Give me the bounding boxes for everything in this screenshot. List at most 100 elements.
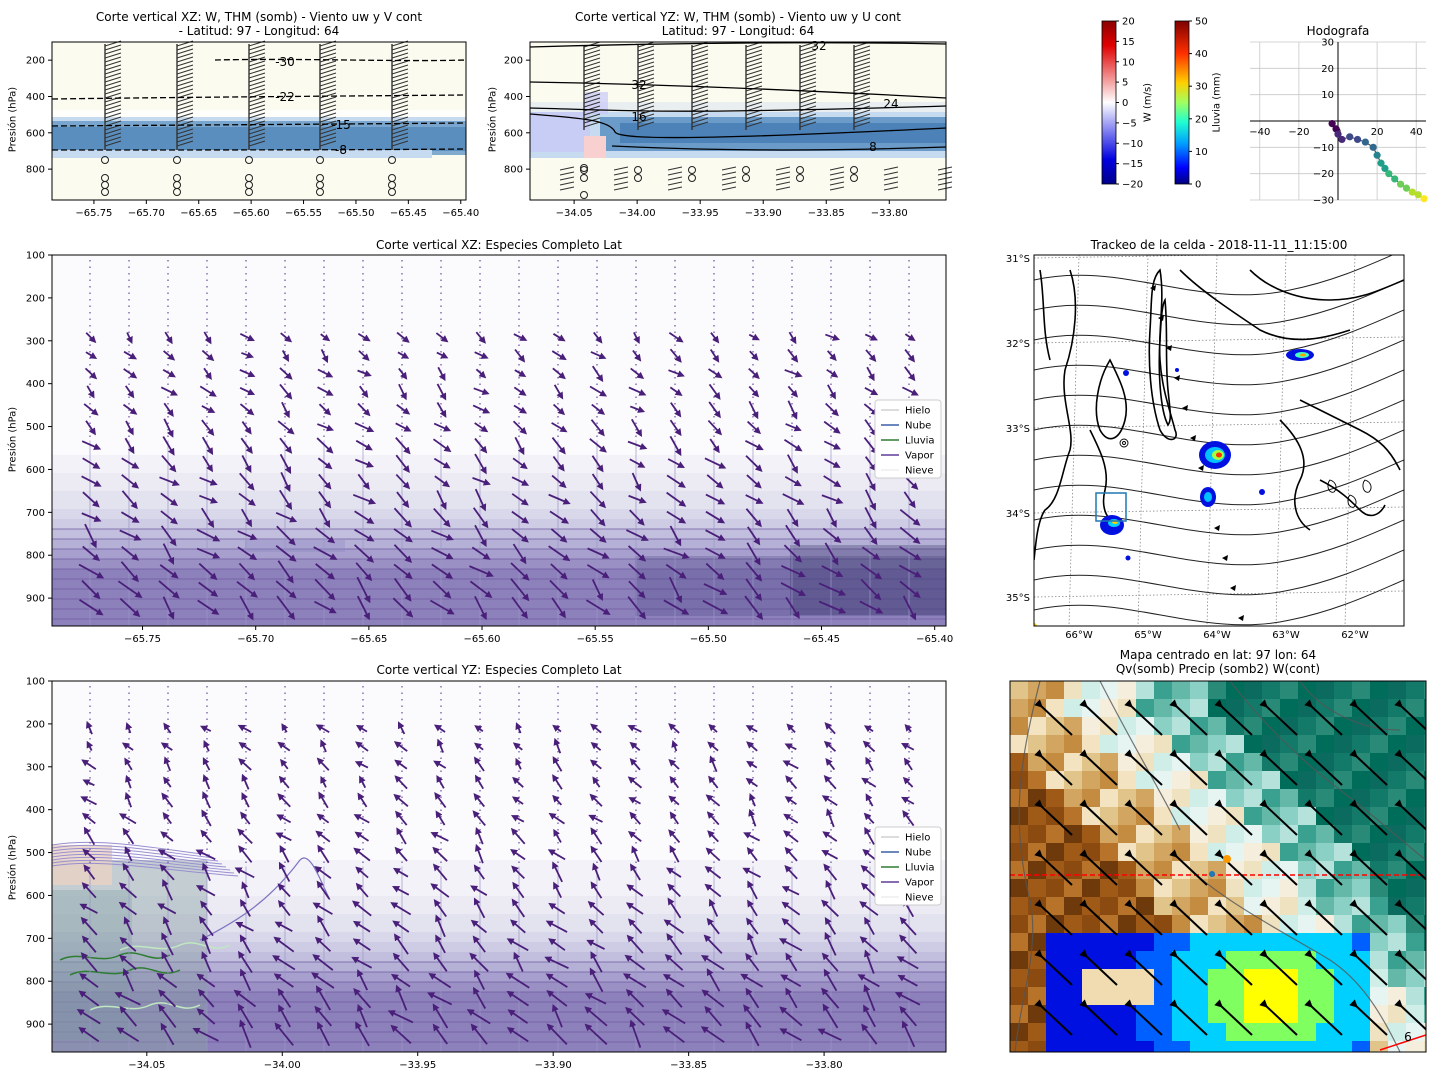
wind-arrow	[590, 351, 607, 360]
wind-arrow	[238, 845, 253, 863]
wind-arrow	[510, 815, 525, 823]
wind-arrow	[588, 918, 604, 934]
wind-arrow	[507, 1009, 529, 1024]
species-band	[52, 579, 946, 589]
wind-arrow	[663, 919, 685, 934]
wind-arrow	[512, 776, 524, 788]
wind-arrow	[864, 949, 875, 974]
wind-arrow	[824, 917, 837, 935]
map-wind-arrow	[1214, 949, 1253, 986]
streamline-arrow	[1190, 435, 1196, 441]
map-cell	[1010, 969, 1029, 988]
wind-arrow	[79, 903, 98, 914]
map-wind-arrow	[1304, 749, 1343, 786]
map-cell	[1262, 987, 1281, 1006]
map-cell	[1262, 807, 1281, 826]
wind-arrow	[821, 494, 844, 505]
map-cell	[1298, 1005, 1317, 1024]
wind-arrow	[351, 956, 373, 969]
map-cell	[1100, 951, 1119, 970]
wind-arrow	[393, 507, 412, 528]
wind-barb	[637, 69, 655, 76]
wind-arrow	[122, 862, 135, 882]
hodograph-x-tick-label: 20	[1371, 127, 1384, 138]
map-contour-label: 6	[1404, 1030, 1412, 1044]
map-cell	[1046, 969, 1065, 988]
map-cell	[1154, 861, 1173, 880]
hodograph-x-tick-label: 40	[1410, 127, 1423, 138]
wind-barb	[319, 140, 337, 147]
map-wind-arrow	[1304, 949, 1343, 986]
wind-barb	[248, 84, 266, 91]
map-cell	[1154, 807, 1173, 826]
wind-arrow	[586, 939, 605, 950]
map-cell	[1406, 1005, 1425, 1024]
cloud-contour	[52, 862, 239, 877]
map-cell	[1118, 789, 1137, 808]
map-cell	[1370, 771, 1389, 790]
map-cell	[1280, 897, 1299, 916]
map-cell	[1172, 861, 1191, 880]
wind-barb	[176, 80, 194, 87]
map-cell	[1424, 807, 1426, 826]
wind-arrow	[584, 993, 607, 1005]
wind-arrow	[202, 455, 213, 473]
wind-barb	[853, 57, 871, 64]
wind-arrow	[201, 809, 212, 827]
map-cell	[1118, 717, 1137, 736]
wind-arrow	[669, 775, 680, 789]
map-cell	[1352, 807, 1371, 826]
map-cell	[1298, 897, 1317, 916]
map-cell	[1010, 861, 1029, 880]
species-band	[52, 609, 946, 619]
calm-circle	[316, 156, 324, 164]
wind-arrow	[471, 546, 491, 560]
map-cell	[1028, 915, 1047, 934]
wind-arrow	[432, 580, 452, 599]
map-cell	[1370, 789, 1389, 808]
wind-arrow	[626, 934, 644, 954]
map-cell	[1352, 897, 1371, 916]
x-tick-label: −34.05	[556, 208, 593, 219]
x-tick-label: −34.00	[619, 208, 656, 219]
yz-species-title: Corte vertical YZ: Especies Completo Lat	[376, 663, 622, 677]
legend-label: Hielo	[905, 833, 930, 844]
map-cell	[1298, 807, 1317, 826]
wind-barb	[176, 72, 194, 79]
wind-arrow	[315, 724, 330, 734]
wind-arrow	[746, 760, 758, 769]
graticule	[1034, 336, 1404, 344]
map-cell	[1064, 681, 1083, 700]
legend-label: Nieve	[905, 466, 933, 477]
wind-arrow	[278, 775, 290, 789]
wind-arrow	[704, 1005, 723, 1027]
map-cell	[1424, 1005, 1426, 1024]
wind-arrow	[668, 723, 680, 734]
wind-arrow	[549, 579, 569, 600]
species-band	[52, 473, 946, 491]
wind-arrow	[78, 1027, 100, 1043]
hodograph-x-tick-label: −40	[1249, 127, 1270, 138]
wind-arrow	[122, 967, 135, 992]
map-cell	[1064, 789, 1083, 808]
hodograph-point	[1369, 143, 1377, 151]
wind-arrow	[273, 936, 295, 953]
wind-arrow	[118, 813, 137, 825]
wind-arrow	[903, 757, 913, 771]
map-cell	[1046, 735, 1065, 754]
wind-arrow	[277, 899, 291, 917]
map-cell	[1118, 1005, 1137, 1024]
wind-arrow	[434, 792, 447, 809]
map-cell	[1226, 1023, 1245, 1042]
wind-barb	[637, 77, 655, 84]
map-cell	[1190, 789, 1209, 808]
wind-arrow	[197, 988, 215, 1008]
wind-barb	[391, 84, 409, 91]
wind-barb	[745, 45, 763, 52]
map-cell	[1388, 753, 1407, 772]
wind-arrow	[709, 755, 718, 773]
wind-arrow	[548, 545, 571, 562]
map-cell	[1280, 1005, 1299, 1024]
wind-arrow	[395, 422, 412, 432]
wind-arrow	[662, 973, 685, 988]
